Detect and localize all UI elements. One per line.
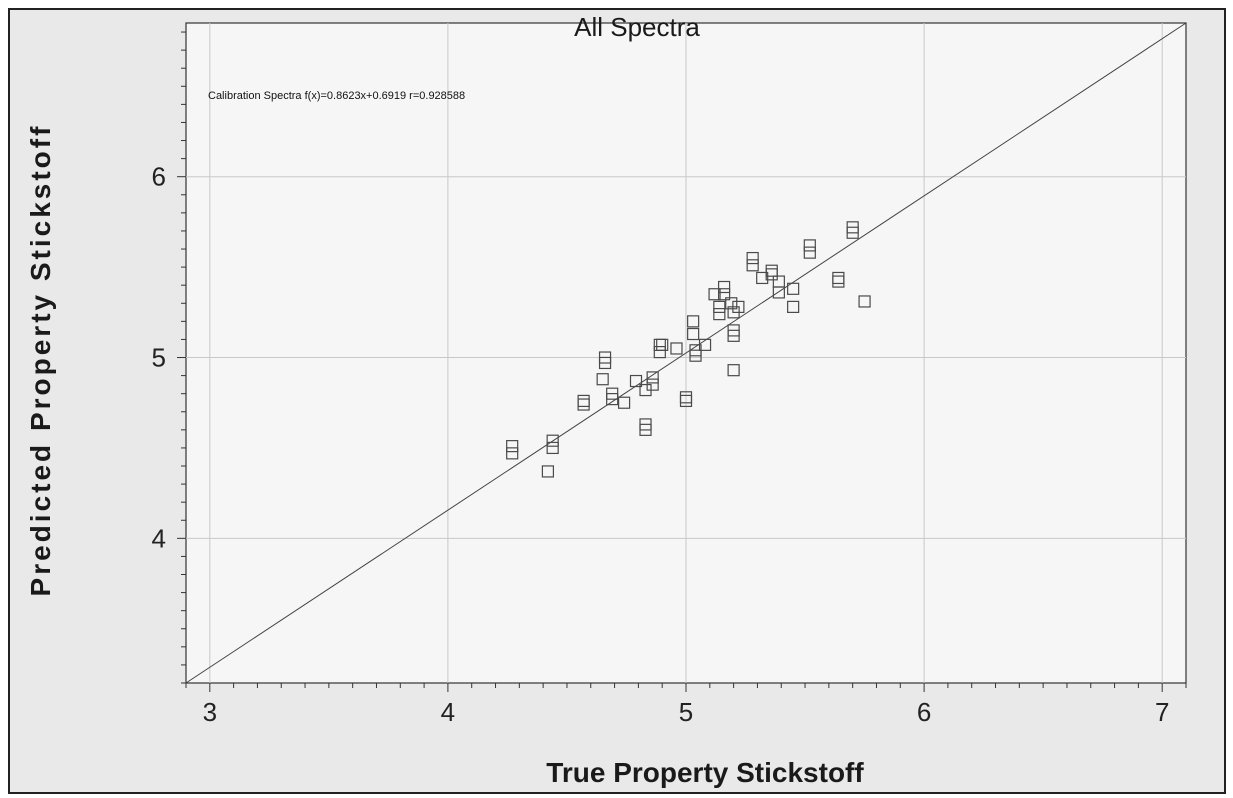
data-point [858,295,871,308]
chart-title: All Spectra [574,12,700,42]
data-point [679,391,693,404]
data-point [506,447,519,460]
data-point [687,327,700,341]
data-point [803,239,816,252]
data-point [846,221,859,234]
data-point [656,338,669,351]
y-axis-label: Predicted Property Stickstoff [25,124,56,597]
data-point [598,351,612,364]
data-point [606,387,619,400]
x-axis-label: True Property Stickstoff [546,757,864,788]
data-point [577,394,590,408]
data-point [717,288,731,301]
data-point [746,259,759,272]
data-point [670,342,683,355]
scatter-chart: 3 4 5 6 7 4 5 6 All Spectra Calibration Spectra… [25,12,1187,788]
data-point [832,271,845,285]
y-tick-label: 4 [152,523,166,553]
data-point [646,371,659,384]
x-tick-label: 6 [917,697,931,727]
data-point [708,288,721,301]
data-point [717,280,731,294]
data-point [541,465,555,478]
data-point [787,282,800,295]
data-point [765,264,778,277]
data-point [546,441,559,455]
x-tick-label: 3 [203,697,217,727]
data-point [646,378,659,391]
data-point [596,373,609,386]
data-point [725,297,738,310]
data-point [546,434,559,447]
x-tick-label: 7 [1155,697,1169,727]
chart-annotation: Calibration Spectra f(x)=0.8623x+0.6919 … [208,90,465,102]
data-point [629,374,643,388]
data-point [803,246,816,259]
data-point [732,300,745,313]
data-point [687,315,700,328]
data-point [787,300,800,313]
data-point [698,338,712,351]
data-point [727,364,740,377]
data-point [772,275,785,288]
data-point [713,300,726,313]
data-point [756,271,769,285]
data-point [653,345,666,359]
data-point [506,440,519,453]
data-point [617,396,631,409]
chart-frame: 3 4 5 6 7 4 5 6 All Spectra Calibration Spectra… [8,8,1226,794]
reference-line [185,22,1187,684]
data-point [639,418,652,431]
data-point [727,324,740,337]
data-point [746,251,759,265]
y-tick-label: 5 [152,343,166,373]
x-tick-label: 4 [441,697,455,727]
y-tick-label: 6 [152,162,166,192]
x-tick-label: 5 [679,697,693,727]
data-point [713,308,726,321]
